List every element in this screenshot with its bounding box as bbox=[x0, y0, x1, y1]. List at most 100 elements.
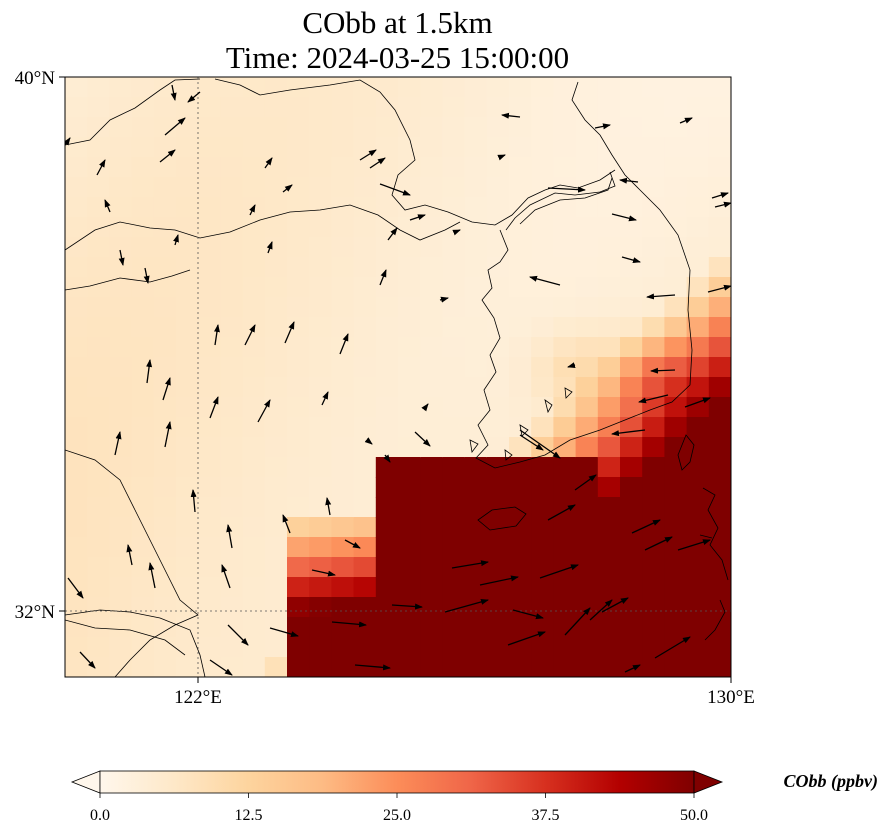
wind-arrow bbox=[221, 564, 231, 589]
field-cell bbox=[486, 137, 510, 158]
field-cell bbox=[242, 337, 266, 358]
wind-arrow bbox=[264, 157, 273, 169]
field-cell bbox=[620, 517, 643, 538]
field-cell bbox=[398, 377, 421, 398]
wind-arrow bbox=[707, 284, 731, 293]
field-cell bbox=[242, 177, 266, 198]
field-cell bbox=[198, 117, 221, 138]
field-cell bbox=[242, 597, 266, 618]
field-cell bbox=[153, 637, 177, 658]
field-cell bbox=[287, 557, 310, 578]
field-cell bbox=[531, 517, 554, 538]
field-cell bbox=[642, 637, 665, 658]
field-cell bbox=[353, 477, 377, 498]
field-cell bbox=[131, 117, 155, 138]
field-cell bbox=[553, 237, 577, 258]
field-cell bbox=[420, 77, 443, 98]
field-cell bbox=[553, 497, 577, 518]
field-cell bbox=[575, 217, 599, 238]
field-cell bbox=[176, 457, 199, 478]
field-cell bbox=[686, 217, 710, 238]
field-cell bbox=[464, 277, 488, 298]
field-cell bbox=[353, 217, 377, 238]
field-cell bbox=[509, 617, 532, 638]
field-cell bbox=[597, 477, 621, 498]
field-cell bbox=[553, 657, 577, 677]
field-cell bbox=[65, 317, 88, 338]
field-cell bbox=[153, 577, 177, 598]
field-cell bbox=[65, 637, 88, 658]
field-cell bbox=[87, 377, 110, 398]
field-cell bbox=[464, 457, 488, 478]
field-cell bbox=[131, 257, 155, 278]
field-cell bbox=[398, 237, 421, 258]
field-cell bbox=[642, 497, 665, 518]
field-cell bbox=[642, 397, 665, 418]
field-cell bbox=[65, 297, 88, 318]
field-cell bbox=[642, 197, 665, 218]
field-cell bbox=[531, 477, 554, 498]
field-cell bbox=[509, 397, 532, 418]
field-cell bbox=[642, 337, 665, 358]
field-cell bbox=[597, 517, 621, 538]
field-cell bbox=[509, 557, 532, 578]
field-cell bbox=[664, 157, 688, 178]
field-cell bbox=[597, 617, 621, 638]
field-cell bbox=[553, 517, 577, 538]
field-cell bbox=[642, 377, 665, 398]
field-cell bbox=[464, 177, 488, 198]
field-cell bbox=[509, 537, 532, 558]
field-cell bbox=[509, 157, 532, 178]
field-cell bbox=[131, 617, 155, 638]
field-cell bbox=[131, 137, 155, 158]
field-cell bbox=[575, 77, 599, 98]
field-cell bbox=[198, 137, 221, 158]
field-cell bbox=[620, 577, 643, 598]
field-cell bbox=[686, 637, 710, 658]
field-cell bbox=[131, 497, 155, 518]
field-cell bbox=[65, 277, 88, 298]
field-cell bbox=[131, 317, 155, 338]
field-cell bbox=[486, 177, 510, 198]
field-cell bbox=[331, 637, 355, 658]
field-cell bbox=[531, 357, 554, 378]
field-cell bbox=[575, 277, 599, 298]
field-cell bbox=[486, 477, 510, 498]
field-cell bbox=[553, 377, 577, 398]
field-cell bbox=[353, 497, 377, 518]
field-cell bbox=[87, 97, 110, 118]
field-cell bbox=[620, 457, 643, 478]
field-cell bbox=[442, 317, 466, 338]
field-cell bbox=[65, 237, 88, 258]
field-cell bbox=[464, 477, 488, 498]
field-cell bbox=[486, 337, 510, 358]
field-cell bbox=[131, 657, 155, 677]
field-cell bbox=[575, 477, 599, 498]
field-cell bbox=[509, 517, 532, 538]
field-cell bbox=[309, 197, 332, 218]
field-cell bbox=[287, 457, 310, 478]
field-cell bbox=[509, 577, 532, 598]
field-cell bbox=[309, 137, 332, 158]
field-cell bbox=[198, 557, 221, 578]
field-cell bbox=[220, 557, 244, 578]
field-cell bbox=[131, 157, 155, 178]
field-cell bbox=[620, 637, 643, 658]
field-cell bbox=[442, 337, 466, 358]
field-cell bbox=[264, 517, 288, 538]
field-cell bbox=[331, 497, 355, 518]
field-cell bbox=[708, 577, 731, 598]
field-cell bbox=[131, 437, 155, 458]
field-cell bbox=[553, 537, 577, 558]
field-cell bbox=[575, 157, 599, 178]
field-cell bbox=[264, 217, 288, 238]
field-cell bbox=[375, 497, 399, 518]
field-cell bbox=[531, 377, 554, 398]
field-cell bbox=[198, 157, 221, 178]
wind-arrow bbox=[383, 454, 391, 463]
field-cell bbox=[153, 417, 177, 438]
field-cell bbox=[375, 437, 399, 458]
field-cell bbox=[131, 357, 155, 378]
field-cell bbox=[553, 457, 577, 478]
field-cell bbox=[597, 77, 621, 98]
